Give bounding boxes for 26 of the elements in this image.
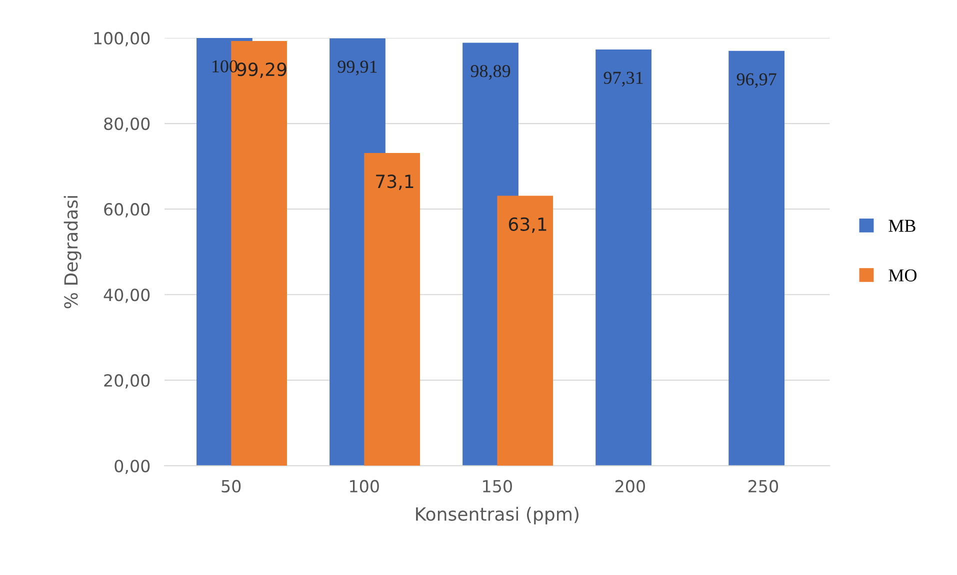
x-tick-label: 200 <box>616 480 645 493</box>
x-tick-label: 100 <box>350 480 379 493</box>
y-tick-label: 60,00 <box>104 203 150 218</box>
y-tick-label: 100,00 <box>94 32 150 46</box>
bar <box>596 49 652 466</box>
y-tick-label: 80,00 <box>104 117 150 132</box>
legend-label: MO <box>888 269 917 282</box>
bar <box>497 196 554 466</box>
y-tick-label: 0,00 <box>114 460 150 474</box>
y-axis-title: % Degradasi <box>64 196 82 308</box>
data-label: 99,29 <box>237 62 286 78</box>
data-label: 63,1 <box>508 217 546 233</box>
x-tick-label: 250 <box>748 480 778 493</box>
data-label: 97,31 <box>604 72 643 87</box>
data-label: 96,97 <box>736 73 776 88</box>
x-tick-label: 50 <box>222 480 241 493</box>
x-axis-title: Konsentrasi (ppm) <box>416 506 578 524</box>
legend-label: MB <box>888 220 916 232</box>
bar <box>364 153 420 466</box>
data-label: 98,89 <box>470 64 510 80</box>
y-tick-label: 20,00 <box>104 374 150 388</box>
data-label: 73,1 <box>376 174 414 190</box>
x-tick-label: 150 <box>483 480 512 493</box>
data-label: 99,91 <box>338 60 377 76</box>
y-tick-label: 40,00 <box>104 288 150 303</box>
bar <box>728 50 784 466</box>
